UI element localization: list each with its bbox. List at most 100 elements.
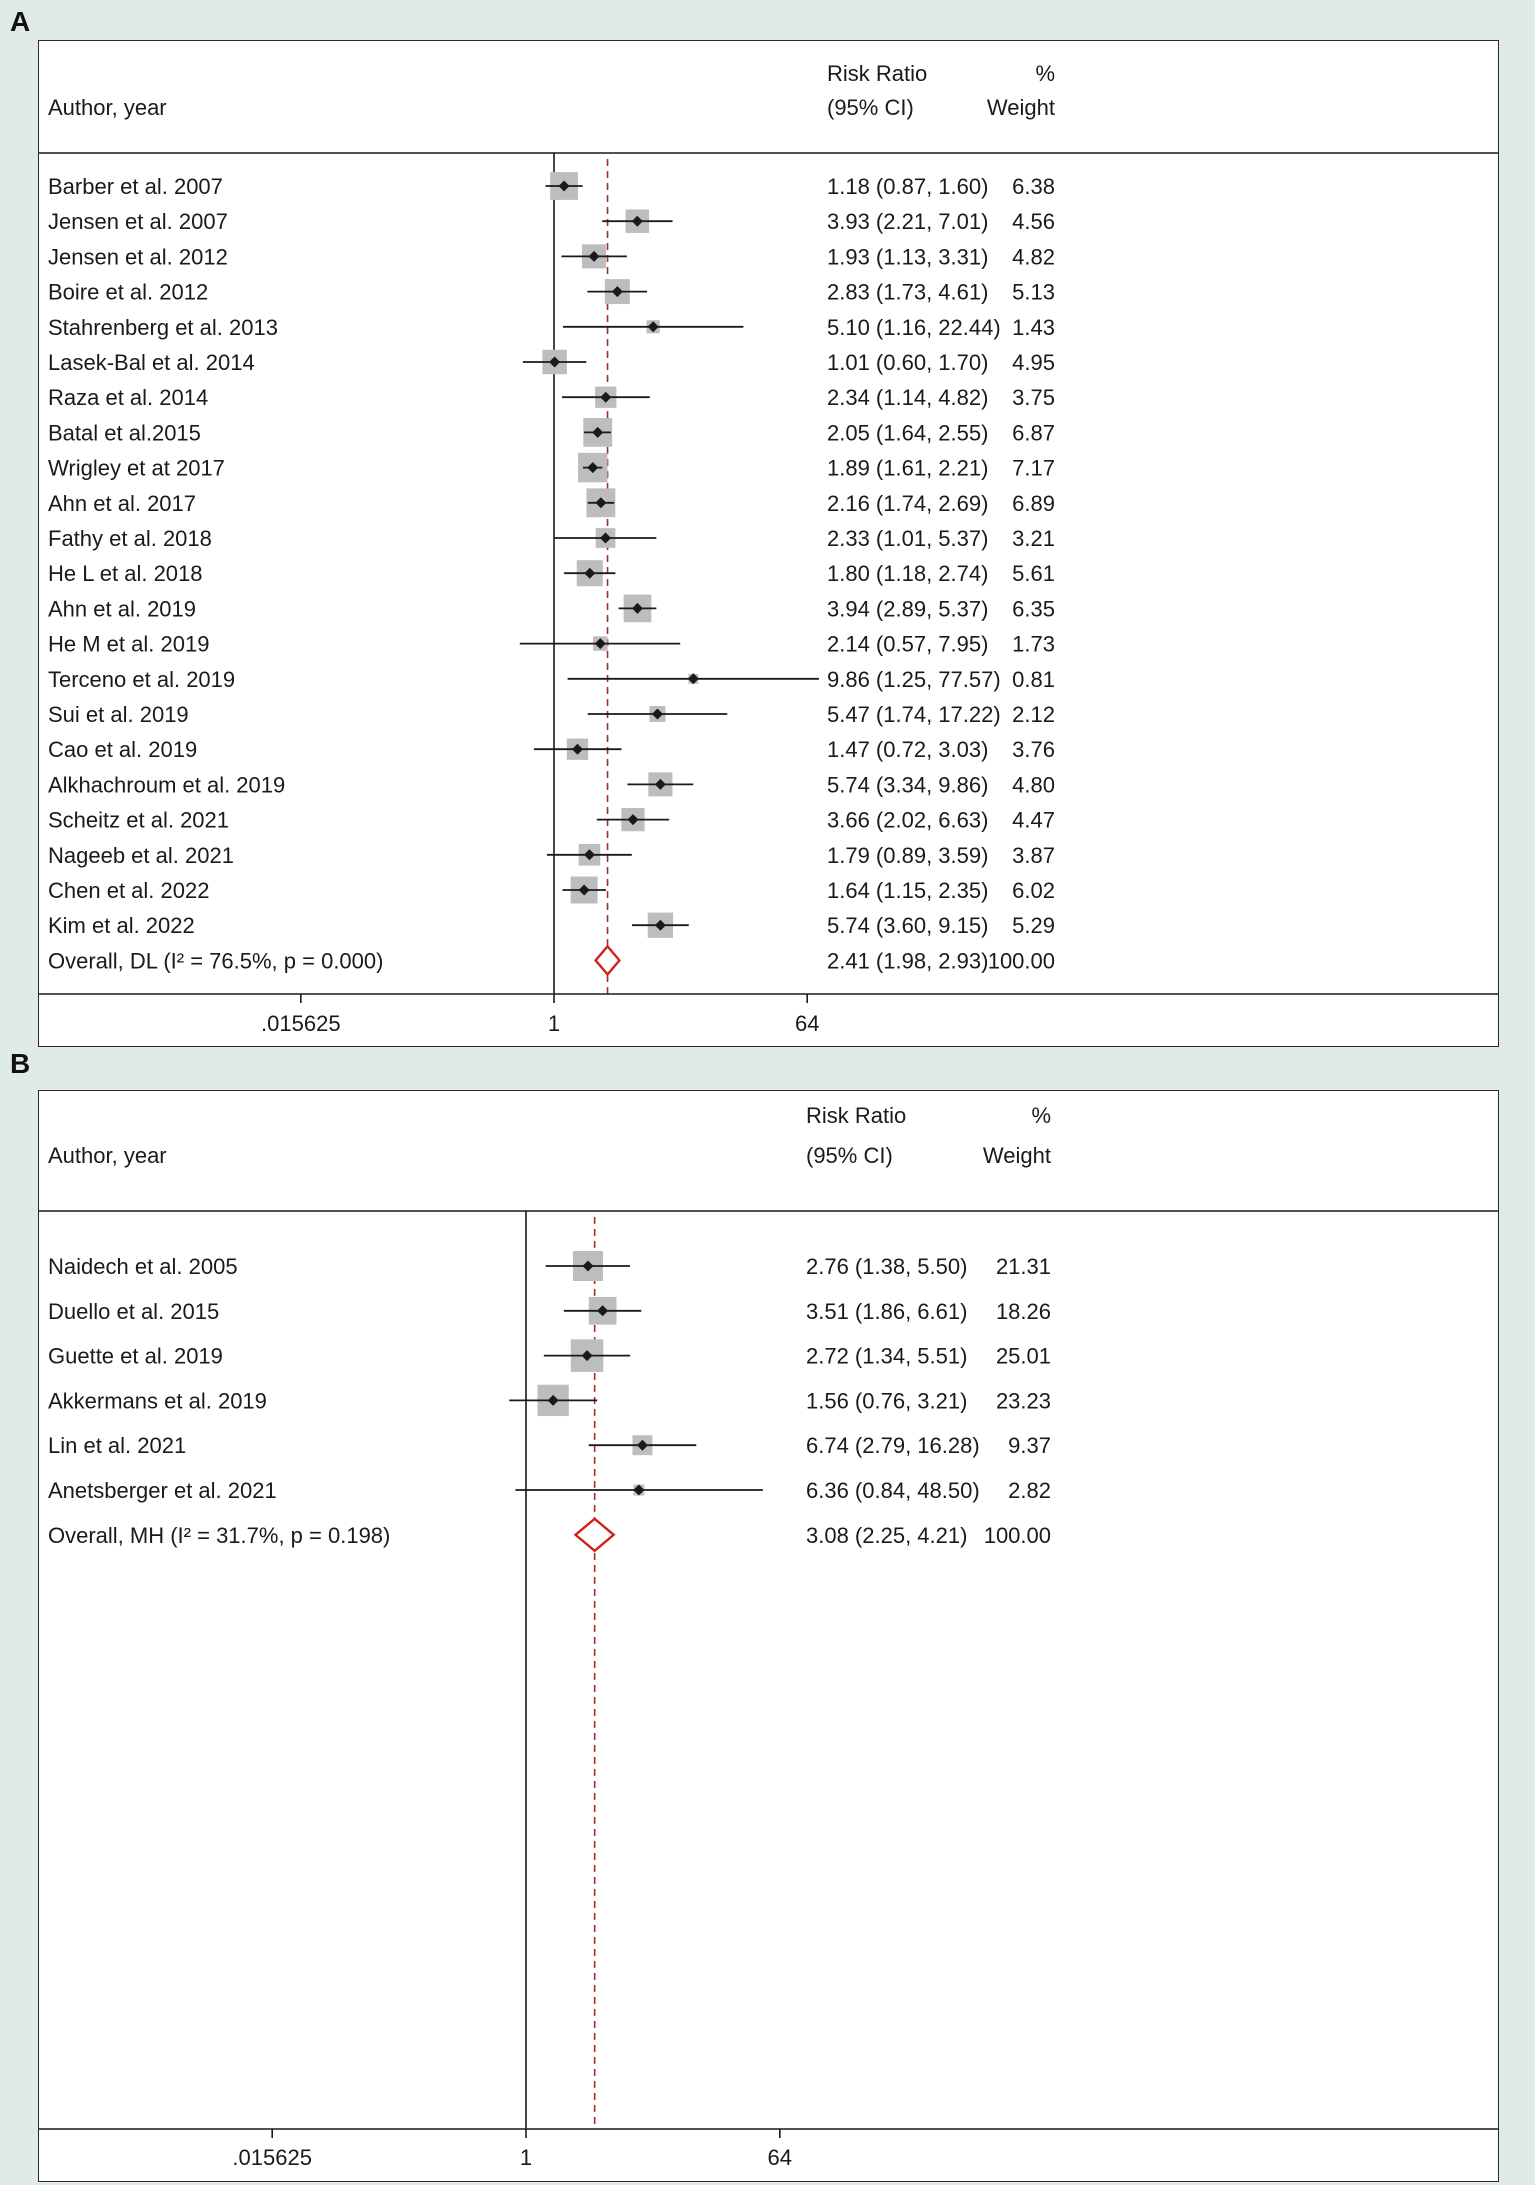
weight-value: 6.35 [1012,596,1055,621]
weight-value: 18.26 [996,1299,1051,1324]
point-estimate-marker [588,250,600,262]
weight-value: 3.87 [1012,843,1055,868]
weight-value: 6.87 [1012,420,1055,445]
x-axis-tick-label: 64 [768,2145,792,2170]
overall-effect-value: 2.41 (1.98, 2.93) [827,948,988,973]
weight-value: 1.43 [1012,315,1055,340]
weight-column-header-line1: % [1035,61,1055,86]
point-estimate-marker [611,286,623,298]
weight-value: 4.82 [1012,244,1055,269]
point-estimate-marker [582,1260,594,1272]
author-column-header: Author, year [48,1143,167,1168]
study-label: Sui et al. 2019 [48,702,189,727]
weight-value: 6.89 [1012,491,1055,516]
weight-value: 3.21 [1012,526,1055,551]
study-label: Duello et al. 2015 [48,1299,219,1324]
point-estimate-marker [549,356,561,368]
author-column-header: Author, year [48,95,167,120]
effect-estimate-value: 2.33 (1.01, 5.37) [827,526,988,551]
weight-value: 9.37 [1008,1433,1051,1458]
point-estimate-marker [558,180,570,192]
study-label: Jensen et al. 2007 [48,209,228,234]
effect-estimate-value: 5.10 (1.16, 22.44) [827,315,1001,340]
overall-diamond [573,1517,616,1553]
weight-value: 5.29 [1012,913,1055,938]
effect-estimate-value: 6.36 (0.84, 48.50) [806,1478,980,1503]
forest-plot-b-svg: Author, year Risk Ratio (95% CI)% Weight Nai… [39,1103,1498,2170]
point-estimate-marker [633,1484,645,1496]
effect-column-header-line1: Risk Ratio [806,1103,906,1128]
effect-estimate-value: 5.74 (3.60, 9.15) [827,913,988,938]
effect-estimate-value: 1.89 (1.61, 2.21) [827,456,988,481]
forest-plot-panel-b: Author, year Risk Ratio (95% CI)% Weight Nai… [38,1090,1499,2182]
x-axis-tick-label: 1 [520,2145,532,2170]
overall-diamond [594,944,622,977]
effect-estimate-value: 5.47 (1.74, 17.22) [827,702,1001,727]
weight-column-header-line2: Weight [987,95,1055,120]
study-label: Wrigley et at 2017 [48,456,225,481]
forest-plot-panel-a: Author, year Risk Ratio (95% CI)% Weight Bar… [38,40,1499,1047]
weight-value: 4.95 [1012,350,1055,375]
point-estimate-marker [687,673,699,685]
study-label: Ahn et al. 2017 [48,491,196,516]
study-label: Barber et al. 2007 [48,174,223,199]
point-estimate-marker [571,743,583,755]
study-label: Jensen et al. 2012 [48,244,228,269]
weight-value: 0.81 [1012,667,1055,692]
effect-estimate-value: 6.74 (2.79, 16.28) [806,1433,980,1458]
weight-value: 5.13 [1012,280,1055,305]
point-estimate-marker [651,708,663,720]
effect-column-header-line1: Risk Ratio [827,61,927,86]
point-estimate-marker [647,321,659,333]
weight-value: 6.02 [1012,878,1055,903]
point-estimate-marker [547,1394,559,1406]
weight-value: 5.61 [1012,561,1055,586]
weight-value: 6.38 [1012,174,1055,199]
weight-value: 1.73 [1012,632,1055,657]
effect-estimate-value: 1.18 (0.87, 1.60) [827,174,988,199]
effect-estimate-value: 3.66 (2.02, 6.63) [827,808,988,833]
study-label: Batal et al.2015 [48,420,201,445]
study-label: Raza et al. 2014 [48,385,208,410]
effect-estimate-value: 1.56 (0.76, 3.21) [806,1388,967,1413]
x-axis-tick-label: 64 [795,1011,819,1036]
effect-estimate-value: 2.72 (1.34, 5.51) [806,1344,967,1369]
study-label: Chen et al. 2022 [48,878,209,903]
weight-value: 3.75 [1012,385,1055,410]
effect-estimate-value: 2.34 (1.14, 4.82) [827,385,988,410]
point-estimate-marker [594,638,606,650]
overall-label: Overall, MH (I² = 31.7%, p = 0.198) [48,1523,390,1548]
point-estimate-marker [592,426,604,438]
effect-estimate-value: 2.16 (1.74, 2.69) [827,491,988,516]
weight-value: 2.12 [1012,702,1055,727]
point-estimate-marker [631,215,643,227]
study-label: Terceno et al. 2019 [48,667,235,692]
weight-column-header-line1: % [1031,1103,1051,1128]
weight-value: 4.80 [1012,772,1055,797]
point-estimate-marker [584,567,596,579]
study-label: Cao et al. 2019 [48,737,197,762]
effect-estimate-value: 3.93 (2.21, 7.01) [827,209,988,234]
study-label: Boire et al. 2012 [48,280,208,305]
x-axis-tick-label: .015625 [232,2145,312,2170]
weight-value: 4.56 [1012,209,1055,234]
point-estimate-marker [581,1350,593,1362]
overall-effect-value: 3.08 (2.25, 4.21) [806,1523,967,1548]
study-label: Nageeb et al. 2021 [48,843,234,868]
study-label: He L et al. 2018 [48,561,203,586]
study-label: Alkhachroum et al. 2019 [48,772,285,797]
x-axis-tick-label: 1 [548,1011,560,1036]
study-label: Akkermans et al. 2019 [48,1388,267,1413]
effect-column-header-line2: (95% CI) [806,1143,893,1168]
point-estimate-marker [631,602,643,614]
weight-value: 3.76 [1012,737,1055,762]
effect-estimate-value: 1.64 (1.15, 2.35) [827,878,988,903]
study-label: Ahn et al. 2019 [48,596,196,621]
overall-weight-value: 100.00 [984,1523,1051,1548]
study-label: Scheitz et al. 2021 [48,808,229,833]
weight-value: 4.47 [1012,808,1055,833]
effect-estimate-value: 1.80 (1.18, 2.74) [827,561,988,586]
effect-estimate-value: 2.76 (1.38, 5.50) [806,1254,967,1279]
effect-estimate-value: 1.01 (0.60, 1.70) [827,350,988,375]
point-estimate-marker [654,778,666,790]
